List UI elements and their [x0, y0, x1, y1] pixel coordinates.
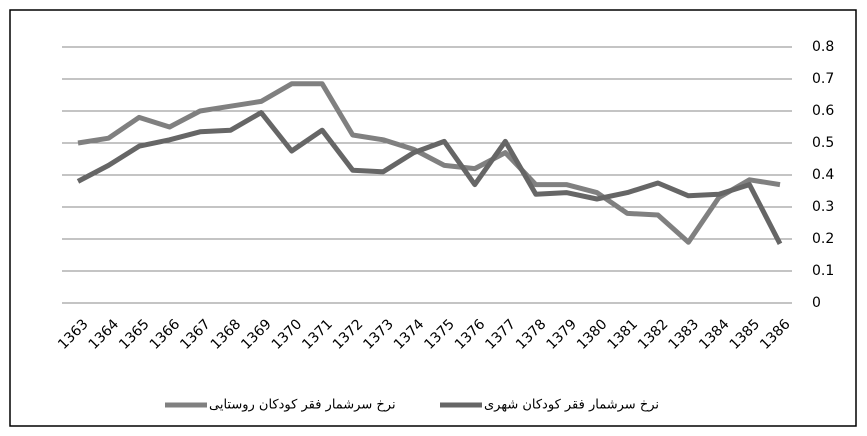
y-tick-label: 0.6 [812, 103, 834, 119]
legend-label: نرخ سرشمار فقر کودکان روستایی [209, 398, 396, 413]
y-tick-label: 0.8 [812, 39, 834, 55]
series-line [76, 110, 783, 245]
legend-label: نرخ سرشمار فقر کودکان شهری [484, 398, 659, 413]
y-tick-label: 0.4 [812, 167, 834, 183]
chart-frame [9, 9, 857, 427]
y-tick-label: 0.7 [812, 71, 834, 87]
y-tick-label: 0.2 [812, 231, 834, 247]
y-tick-label: 0.5 [812, 135, 834, 151]
series-line [77, 81, 781, 245]
y-tick-label: 0 [812, 295, 821, 311]
y-tick-label: 0.1 [812, 263, 834, 279]
y-tick-label: 0.3 [812, 199, 834, 215]
